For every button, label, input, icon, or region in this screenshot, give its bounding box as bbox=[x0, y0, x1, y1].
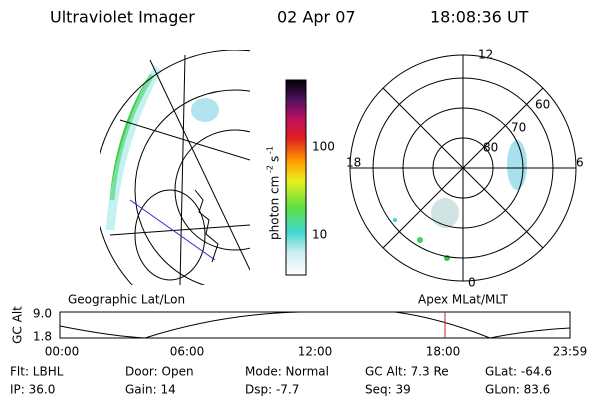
status-field: Dsp: -7.7 bbox=[245, 383, 299, 397]
mlt-label: 6 bbox=[576, 156, 584, 170]
colorbar-tick: 10 bbox=[312, 228, 327, 242]
colorbar-label: photon cm -2 s -1 bbox=[266, 146, 282, 240]
polar-axis bbox=[382, 87, 544, 249]
lat-label: 80 bbox=[483, 141, 498, 155]
meridian bbox=[149, 59, 250, 271]
colorbar bbox=[285, 79, 307, 276]
meridian bbox=[109, 224, 250, 236]
time-label: 18:00 bbox=[426, 345, 461, 359]
timeline-box bbox=[59, 311, 571, 339]
lat-circle bbox=[100, 50, 250, 285]
date: 02 Apr 07 bbox=[277, 8, 356, 27]
unit-text: s bbox=[268, 156, 282, 162]
status-field: Door: Open bbox=[125, 365, 194, 379]
aurora-dot bbox=[393, 218, 397, 222]
mlt-label: 18 bbox=[346, 156, 361, 170]
status-field: GLat: -64.6 bbox=[485, 365, 552, 379]
time-label: 23:59 bbox=[553, 345, 588, 359]
time-label: 06:00 bbox=[170, 345, 205, 359]
track bbox=[129, 199, 216, 261]
mlt-label: 12 bbox=[478, 48, 493, 62]
mlt-label: 0 bbox=[468, 276, 476, 290]
time: 18:08:36 UT bbox=[430, 8, 529, 27]
footer: Flt: LBHL Door: Open Mode: Normal GC Alt: 7… bbox=[10, 365, 552, 397]
aurora-dot bbox=[417, 237, 423, 243]
timeline-label: Apex MLat/MLT bbox=[418, 293, 508, 307]
unit-text: photon cm bbox=[268, 176, 282, 240]
geographic-image bbox=[100, 50, 250, 285]
status-field: Mode: Normal bbox=[245, 365, 329, 379]
lat-circle bbox=[134, 189, 206, 281]
status-field: GC Alt: 7.3 Re bbox=[365, 365, 449, 379]
timeline-y-label: 1.8 bbox=[33, 330, 52, 344]
time-label: 00:00 bbox=[45, 345, 80, 359]
lat-label: 60 bbox=[535, 98, 550, 112]
aurora-patch bbox=[507, 140, 527, 190]
timeline-y-label: 9.0 bbox=[33, 307, 52, 321]
aurora-halo bbox=[105, 65, 162, 231]
aurora-patch bbox=[431, 198, 459, 228]
timeline-label: Geographic Lat/Lon bbox=[68, 293, 185, 307]
status-field: Gain: 14 bbox=[125, 383, 176, 397]
coastline bbox=[194, 189, 219, 263]
title: Ultraviolet Imager bbox=[50, 8, 195, 27]
unit-exponent: -1 bbox=[266, 146, 275, 154]
meridian bbox=[179, 54, 186, 285]
status-field: GLon: 83.6 bbox=[485, 383, 550, 397]
status-field: IP: 36.0 bbox=[10, 383, 55, 397]
status-field: Seq: 39 bbox=[365, 383, 411, 397]
lat-label: 70 bbox=[511, 121, 526, 135]
aurora-patch bbox=[191, 98, 219, 122]
time-label: 12:00 bbox=[298, 345, 333, 359]
colorbar-tick: 100 bbox=[312, 140, 335, 154]
altitude-curve bbox=[59, 311, 571, 339]
lat-circle bbox=[134, 89, 250, 285]
timeline-axis-label: GC Alt bbox=[11, 306, 25, 344]
status-field: Flt: LBHL bbox=[10, 365, 64, 379]
meridian bbox=[119, 119, 250, 161]
unit-exponent: -2 bbox=[266, 165, 275, 173]
